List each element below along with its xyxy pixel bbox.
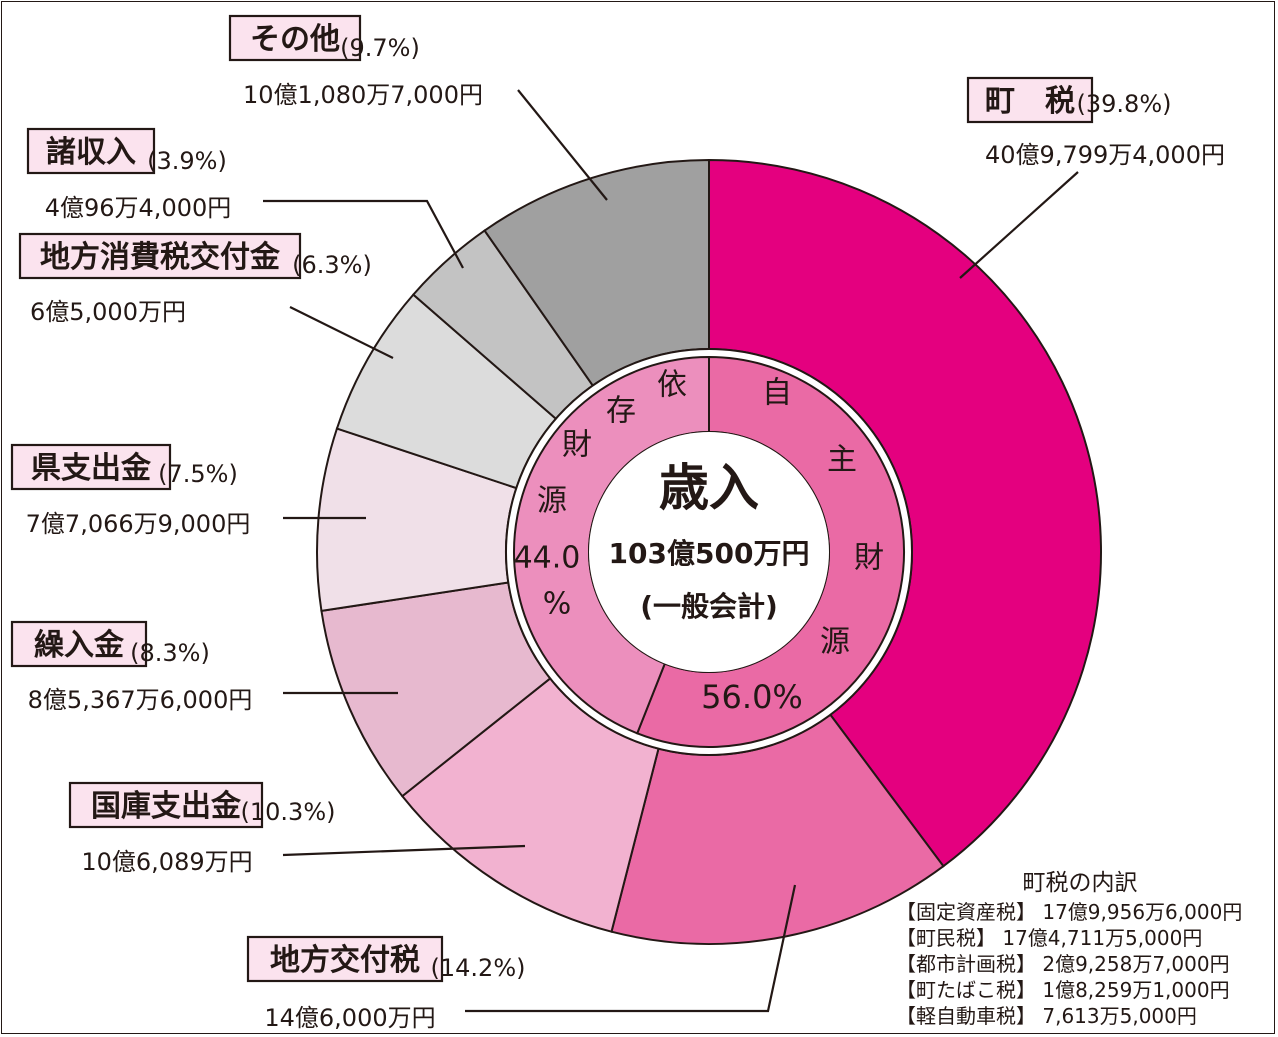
label-box-3 <box>10 620 148 668</box>
leader-line-7 <box>517 89 608 201</box>
inner-ring-label: 自 <box>762 376 792 411</box>
label-box-1 <box>246 935 444 983</box>
slice-percent-0: (39.8%) <box>1077 90 1172 118</box>
label-box-4 <box>10 443 172 491</box>
center-hole <box>589 432 829 672</box>
inner-ring-label: 44.0 <box>514 541 581 576</box>
slice-percent-4: (7.5%) <box>158 460 238 488</box>
inner-ring-label: 財 <box>562 428 592 463</box>
slice-amount-7: 10億1,080万7,000円 <box>243 81 483 109</box>
leader-line-1 <box>465 884 797 1013</box>
slice-label-6: 諸収入 <box>46 135 136 170</box>
slice-amount-3: 8億5,367万6,000円 <box>28 686 253 714</box>
slice-label-4: 県支出金 <box>31 451 152 486</box>
slice-label-2: 国庫支出金 <box>91 789 242 824</box>
tax-breakdown: 町税の内訳 【固定資産税】 17億9,956万6,000円 【町民税】 17億4… <box>896 870 1242 1028</box>
inner-ring-label: 財 <box>854 541 884 576</box>
center-label: 歳入 103億500万円 (一般会計) <box>589 432 829 672</box>
breakdown-item: 【町たばこ税】 1億8,259万1,000円 <box>896 978 1230 1002</box>
slice-percent-7: (9.7%) <box>340 34 420 62</box>
label-box-5 <box>18 232 302 280</box>
slice-percent-3: (8.3%) <box>130 639 210 667</box>
slice-label-1: 地方交付税 <box>270 943 420 978</box>
slice-label-3: 繰入金 <box>34 628 125 663</box>
inner-ring-label: 依 <box>657 368 687 403</box>
breakdown-item: 【都市計画税】 2億9,258万7,000円 <box>896 952 1230 976</box>
breakdown-item: 【固定資産税】 17億9,956万6,000円 <box>896 900 1242 924</box>
leader-line-6 <box>263 199 464 269</box>
breakdown-title: 町税の内訳 <box>1023 870 1138 896</box>
label-box-2 <box>68 781 264 829</box>
breakdown-item: 【軽自動車税】 7,613万5,000円 <box>896 1004 1197 1028</box>
slice-percent-5: (6.3%) <box>292 251 372 279</box>
slice-label-7: その他 <box>250 22 340 57</box>
inner-ring-label: 源 <box>537 484 567 519</box>
slice-label-5: 地方消費税交付金 <box>40 240 281 275</box>
slice-amount-0: 40億9,799万4,000円 <box>985 141 1225 169</box>
slice-amount-6: 4億96万4,000円 <box>45 194 232 222</box>
leader-lines <box>263 89 1079 1013</box>
leader-line-5 <box>289 306 394 359</box>
slice-percent-2: (10.3%) <box>241 798 336 826</box>
chart-subtitle: (一般会計) <box>640 590 778 623</box>
slice-amount-5: 6億5,000万円 <box>30 298 186 326</box>
leader-line-2 <box>282 844 526 857</box>
leader-line-0 <box>959 171 1079 279</box>
inner-ring-label: % <box>543 587 572 622</box>
slice-amount-1: 14億6,000万円 <box>264 1004 435 1032</box>
slice-amount-4: 7億7,066万9,000円 <box>26 510 251 538</box>
slice-percent-1: (14.2%) <box>431 954 526 982</box>
inner-ring-label: 主 <box>827 443 857 478</box>
slice-amount-2: 10億6,089万円 <box>81 848 252 876</box>
label-box-7 <box>228 14 362 62</box>
label-box-0 <box>966 76 1094 124</box>
slice-percent-6: (3.9%) <box>147 147 227 175</box>
chart-total: 103億500万円 <box>609 537 810 570</box>
inner-ring-label: 源 <box>820 625 850 660</box>
chart-title: 歳入 <box>659 459 759 517</box>
inner-ring-label: 存 <box>606 394 636 429</box>
slice-label-0: 町 税 <box>985 84 1075 119</box>
inner-ring-label: 56.0% <box>701 678 803 716</box>
breakdown-item: 【町民税】 17億4,711万5,000円 <box>896 926 1202 950</box>
label-box-6 <box>26 127 156 175</box>
